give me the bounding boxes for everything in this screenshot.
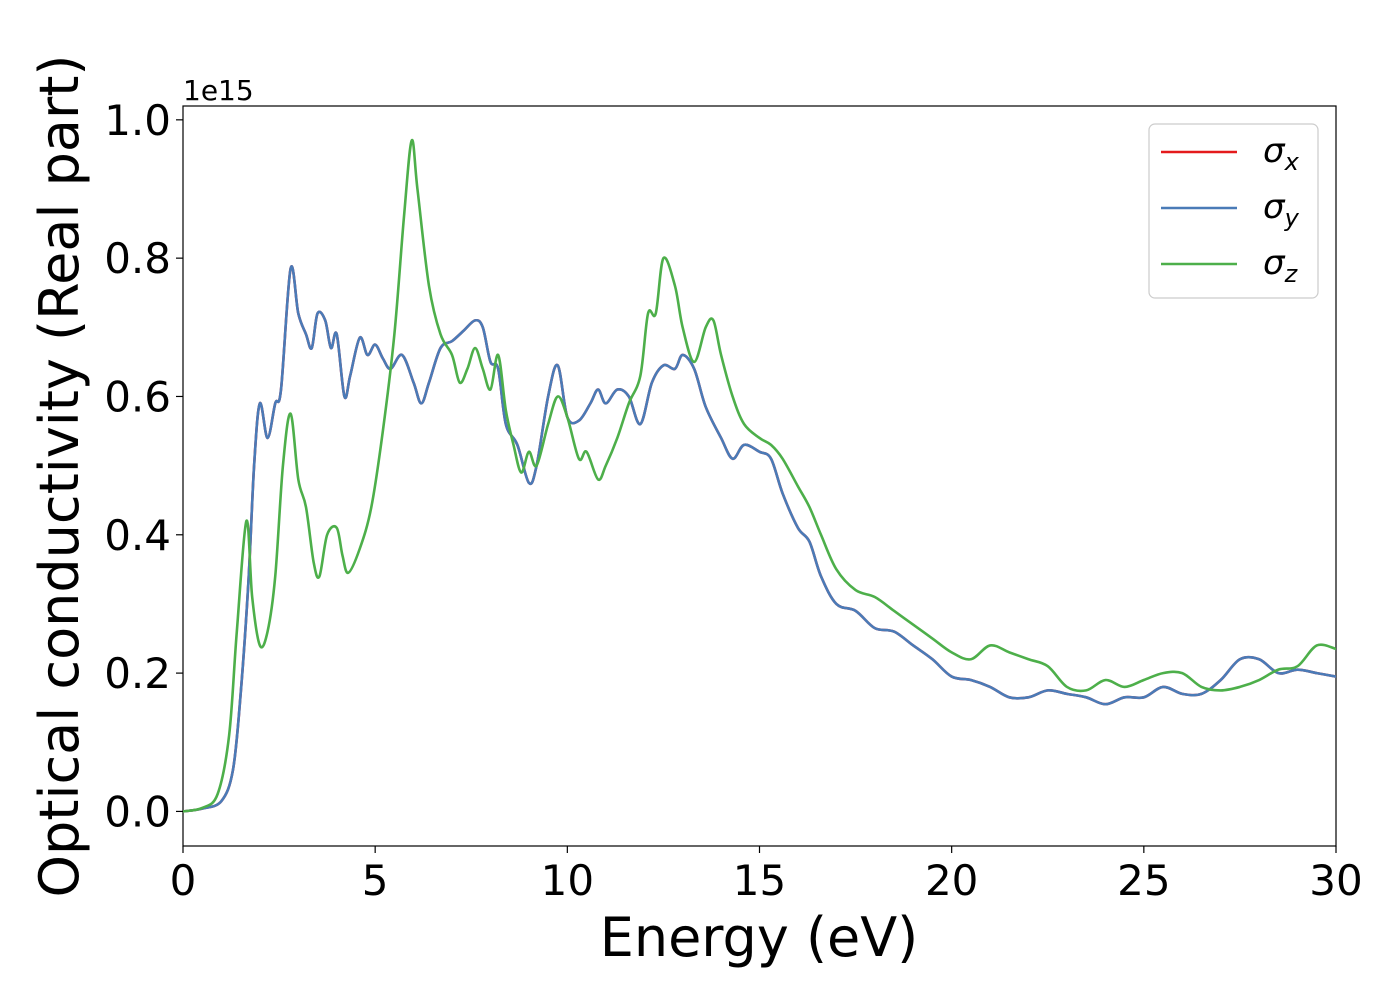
y-axis-title: Optical conductivity (Real part) — [28, 55, 91, 898]
series-layer — [183, 139, 1336, 813]
y-axis-ticks: 0.0 0.2 0.4 0.6 0.8 1.0 — [104, 96, 183, 836]
y-offset-label: 1e15 — [183, 74, 254, 107]
x-axis-title: Energy (eV) — [600, 906, 919, 969]
x-tick-label: 25 — [1117, 856, 1170, 905]
x-tick-label: 20 — [925, 856, 978, 905]
y-tick-label: 0.8 — [104, 234, 171, 283]
x-tick-label: 0 — [170, 856, 197, 905]
legend: σx σy σz — [1148, 123, 1319, 299]
legend-label-z: σz — [1263, 243, 1299, 288]
x-tick-label: 10 — [541, 856, 594, 905]
x-axis-ticks: 0 5 10 15 20 25 30 — [170, 846, 1363, 905]
y-tick-label: 0.2 — [104, 649, 171, 698]
y-tick-label: 0.0 — [104, 787, 171, 836]
y-tick-label: 0.6 — [104, 372, 171, 421]
series-line-y — [183, 265, 1336, 813]
legend-label-y: σy — [1263, 187, 1300, 232]
x-tick-label: 5 — [362, 856, 389, 905]
series-line-z — [183, 139, 1336, 813]
legend-box — [1148, 123, 1319, 299]
x-tick-label: 30 — [1309, 856, 1362, 905]
y-tick-label: 0.4 — [104, 511, 171, 560]
legend-label-x: σx — [1263, 131, 1300, 176]
x-tick-label: 15 — [733, 856, 786, 905]
y-tick-label: 1.0 — [104, 96, 171, 145]
